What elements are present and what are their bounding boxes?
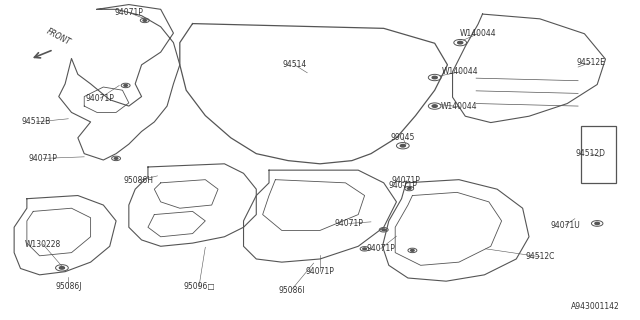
Circle shape <box>400 144 405 147</box>
Circle shape <box>115 157 118 159</box>
Text: W140044: W140044 <box>460 29 497 38</box>
Text: 94512D: 94512D <box>576 149 606 158</box>
Text: 94071U: 94071U <box>550 220 580 229</box>
Circle shape <box>60 267 65 269</box>
Circle shape <box>408 188 411 189</box>
Circle shape <box>432 76 437 79</box>
Text: 94512B: 94512B <box>22 117 51 126</box>
Text: 94071P: 94071P <box>115 8 143 17</box>
Text: 95096□: 95096□ <box>183 282 215 292</box>
Bar <box>581 126 616 183</box>
Text: 94071P: 94071P <box>86 94 115 103</box>
Text: 94512E: 94512E <box>577 58 605 67</box>
Circle shape <box>432 105 437 107</box>
Text: 94071P: 94071P <box>334 219 363 228</box>
Text: 94071P: 94071P <box>305 267 335 276</box>
Circle shape <box>595 222 600 225</box>
Circle shape <box>124 84 127 86</box>
Circle shape <box>363 248 366 250</box>
Circle shape <box>143 20 147 21</box>
Text: 94071P: 94071P <box>366 244 395 253</box>
Text: 94512C: 94512C <box>525 252 554 261</box>
Text: W140044: W140044 <box>442 67 479 76</box>
Text: 94071P: 94071P <box>392 176 420 185</box>
Text: 94071P: 94071P <box>388 181 417 190</box>
Text: A943001142: A943001142 <box>571 302 620 311</box>
Circle shape <box>411 250 414 251</box>
Text: W140044: W140044 <box>440 102 477 111</box>
Circle shape <box>382 229 385 231</box>
Text: 95086J: 95086J <box>55 282 81 292</box>
Text: 99045: 99045 <box>390 133 415 142</box>
Text: FRONT: FRONT <box>45 27 72 47</box>
Circle shape <box>458 41 463 44</box>
Text: 95086H: 95086H <box>124 176 154 185</box>
Text: W130228: W130228 <box>25 240 61 249</box>
Text: 94071P: 94071P <box>28 154 57 163</box>
Text: 94514: 94514 <box>282 60 307 69</box>
Text: 95086I: 95086I <box>278 285 305 295</box>
